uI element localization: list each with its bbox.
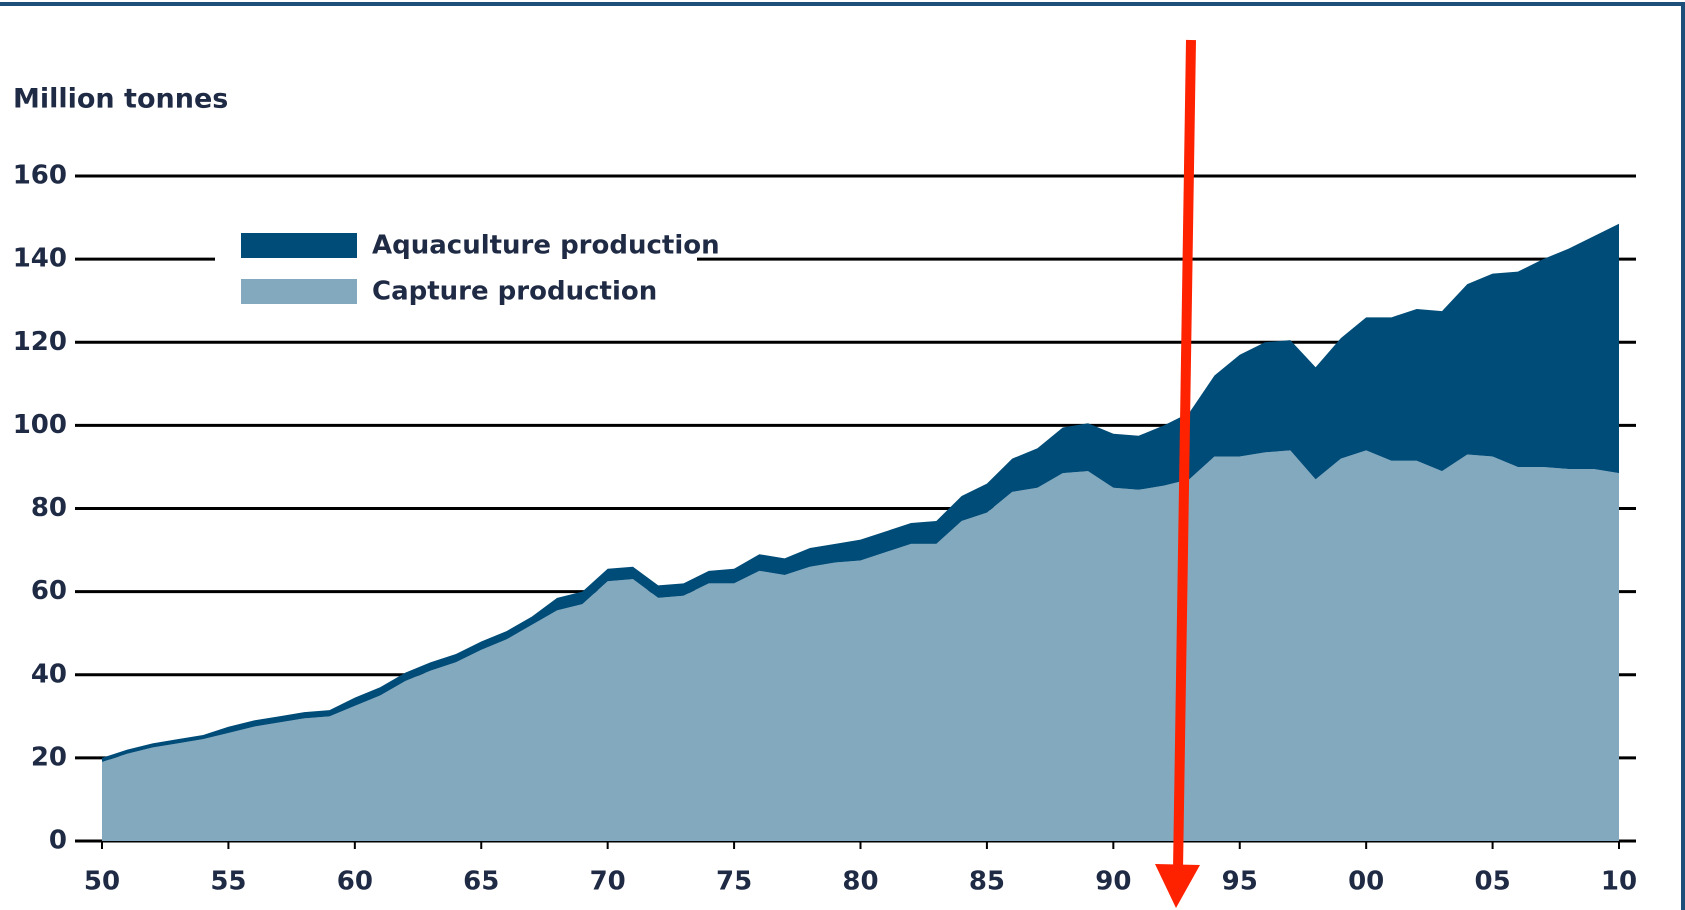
x-tick-label: 75 bbox=[716, 867, 752, 897]
y-tick-label: 120 bbox=[13, 327, 67, 357]
x-tick-label: 60 bbox=[337, 867, 373, 897]
area bbox=[102, 223, 1619, 763]
x-tick-label: 10 bbox=[1601, 867, 1637, 897]
y-tick-label: 160 bbox=[13, 161, 67, 191]
x-tick-label: 00 bbox=[1348, 867, 1384, 897]
arrow-shaft bbox=[1173, 39, 1196, 871]
areas bbox=[102, 223, 1619, 841]
area bbox=[102, 450, 1619, 841]
x-tick-label: 50 bbox=[84, 867, 120, 897]
y-tick-label: 0 bbox=[49, 826, 67, 856]
legend-swatch bbox=[241, 233, 357, 258]
x-tick-label: 80 bbox=[842, 867, 878, 897]
annotation-arrow bbox=[1155, 39, 1200, 908]
labels: 0 20 40 60 80 100 120 140 160 50 55 60 65 70 75 80 85 90 9… bbox=[13, 161, 1637, 897]
x-tick-label: 65 bbox=[463, 867, 499, 897]
y-tick-label: 20 bbox=[31, 742, 67, 772]
legend-swatch bbox=[241, 279, 357, 304]
legend-label: Aquaculture production bbox=[372, 231, 720, 261]
x-tick-label: 95 bbox=[1222, 867, 1258, 897]
x-tick-label: 05 bbox=[1474, 867, 1510, 897]
arrow-head bbox=[1155, 864, 1200, 908]
x-tick-label: 85 bbox=[969, 867, 1005, 897]
x-tick-label: 55 bbox=[210, 867, 246, 897]
y-tick-label: 140 bbox=[13, 244, 67, 274]
y-tick-label: 60 bbox=[31, 576, 67, 606]
legend: Aquaculture production Capture production bbox=[215, 222, 720, 312]
x-tick-label: 70 bbox=[590, 867, 626, 897]
y-tick-label: 40 bbox=[31, 659, 67, 689]
y-tick-label: 100 bbox=[13, 410, 67, 440]
legend-label: Capture production bbox=[372, 277, 657, 307]
x-tick-label: 90 bbox=[1095, 867, 1131, 897]
y-axis-label: Million tonnes bbox=[13, 84, 228, 115]
y-tick-label: 80 bbox=[31, 493, 67, 523]
